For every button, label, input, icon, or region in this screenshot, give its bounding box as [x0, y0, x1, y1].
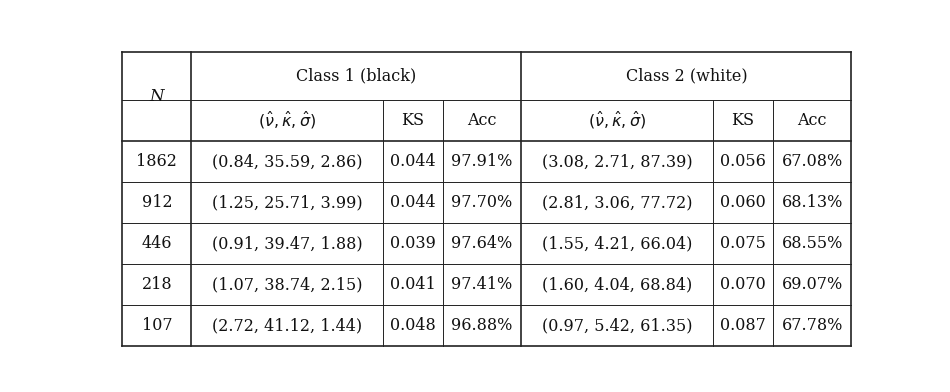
Text: Acc: Acc — [797, 112, 826, 129]
Text: 0.087: 0.087 — [720, 317, 766, 334]
Text: N: N — [149, 88, 164, 105]
Text: (1.25, 25.71, 3.99): (1.25, 25.71, 3.99) — [212, 194, 362, 211]
Text: (0.91, 39.47, 1.88): (0.91, 39.47, 1.88) — [212, 235, 362, 252]
Text: 0.060: 0.060 — [720, 194, 766, 211]
Text: 0.044: 0.044 — [390, 153, 435, 170]
Text: (0.84, 35.59, 2.86): (0.84, 35.59, 2.86) — [212, 153, 362, 170]
Text: 97.41%: 97.41% — [451, 276, 513, 293]
Text: $(\hat{\nu}, \hat{\kappa}, \hat{\sigma})$: $(\hat{\nu}, \hat{\kappa}, \hat{\sigma})… — [588, 110, 646, 131]
Text: 218: 218 — [142, 276, 172, 293]
Text: (2.81, 3.06, 77.72): (2.81, 3.06, 77.72) — [542, 194, 693, 211]
Text: 0.039: 0.039 — [390, 235, 436, 252]
Text: 67.78%: 67.78% — [782, 317, 843, 334]
Text: 97.70%: 97.70% — [451, 194, 513, 211]
Text: 68.55%: 68.55% — [782, 235, 843, 252]
Text: (0.97, 5.42, 61.35): (0.97, 5.42, 61.35) — [542, 317, 693, 334]
Text: 912: 912 — [142, 194, 172, 211]
Text: (1.60, 4.04, 68.84): (1.60, 4.04, 68.84) — [542, 276, 693, 293]
Text: 97.64%: 97.64% — [451, 235, 513, 252]
Text: (1.07, 38.74, 2.15): (1.07, 38.74, 2.15) — [212, 276, 362, 293]
Text: KS: KS — [401, 112, 425, 129]
Text: 96.88%: 96.88% — [451, 317, 513, 334]
Text: Class 2 (white): Class 2 (white) — [625, 67, 747, 84]
Text: KS: KS — [732, 112, 754, 129]
Text: 0.044: 0.044 — [390, 194, 435, 211]
Text: 69.07%: 69.07% — [782, 276, 843, 293]
Text: (3.08, 2.71, 87.39): (3.08, 2.71, 87.39) — [542, 153, 693, 170]
Text: 0.056: 0.056 — [720, 153, 766, 170]
Text: Class 1 (black): Class 1 (black) — [296, 67, 416, 84]
Text: 107: 107 — [142, 317, 172, 334]
Text: $(\hat{\nu}, \hat{\kappa}, \hat{\sigma})$: $(\hat{\nu}, \hat{\kappa}, \hat{\sigma})… — [258, 110, 316, 131]
Text: Acc: Acc — [467, 112, 497, 129]
Text: 67.08%: 67.08% — [782, 153, 843, 170]
Text: 0.075: 0.075 — [720, 235, 766, 252]
Text: 446: 446 — [142, 235, 172, 252]
Text: (1.55, 4.21, 66.04): (1.55, 4.21, 66.04) — [542, 235, 693, 252]
Text: 97.91%: 97.91% — [451, 153, 513, 170]
Text: 0.048: 0.048 — [390, 317, 436, 334]
Text: 0.041: 0.041 — [390, 276, 436, 293]
Text: (2.72, 41.12, 1.44): (2.72, 41.12, 1.44) — [212, 317, 362, 334]
Text: 0.070: 0.070 — [720, 276, 766, 293]
Text: 68.13%: 68.13% — [782, 194, 843, 211]
Text: 1862: 1862 — [137, 153, 178, 170]
